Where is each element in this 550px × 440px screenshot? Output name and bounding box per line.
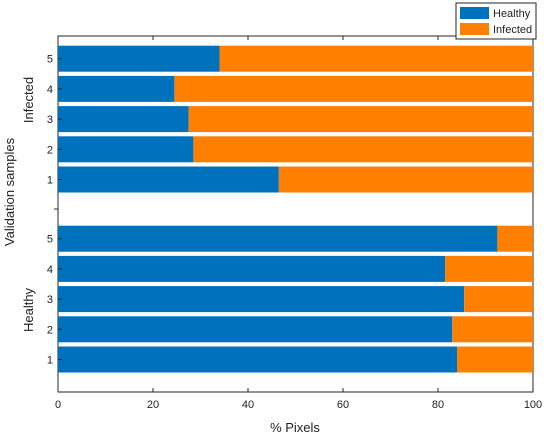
y-tick-label-healthy-1: 1 [47,355,53,367]
x-axis-title: % Pixels [270,420,320,435]
bar-infected-5-infected [219,45,533,72]
bar-infected-4-healthy [58,75,175,102]
bar-healthy-5-healthy [58,225,498,252]
y-tick-label-infected-5: 5 [47,54,53,66]
bar-healthy-1-infected [457,346,533,373]
x-tick-label-100: 100 [524,399,542,411]
bar-healthy-4-healthy [58,255,446,282]
x-tick-label-40: 40 [242,399,254,411]
y-tick-label-infected-1: 1 [47,175,53,187]
y-tick-label-healthy-5: 5 [47,234,53,246]
bar-healthy-2-healthy [58,316,453,343]
bar-healthy-3-infected [464,286,534,313]
bar-healthy-1-healthy [58,346,457,373]
legend-label-infected: Infected [493,24,532,36]
bar-infected-1-healthy [58,166,279,193]
bar-infected-3-healthy [58,106,189,133]
bar-infected-2-healthy [58,136,194,163]
legend-swatch-infected [460,23,489,35]
bars-layer [58,45,534,373]
group-label-healthy: Healthy [21,287,36,332]
y-tick-label-healthy-2: 2 [47,324,53,336]
legend-label-healthy: Healthy [493,8,531,20]
y-tick-label-infected-3: 3 [47,114,53,126]
legend-swatch-healthy [460,7,489,19]
y-tick-label-infected-4: 4 [47,84,53,96]
axis-layer: 1 2 3 4 5 1 2 3 4 5 0 20 40 60 80 100 [47,36,542,411]
x-tick-label-0: 0 [55,399,61,411]
bar-infected-1-infected [278,166,534,193]
bar-infected-5-healthy [58,45,220,72]
x-tick-label-60: 60 [337,399,349,411]
bar-healthy-5-infected [497,225,534,252]
x-tick-label-20: 20 [147,399,159,411]
bar-healthy-2-infected [452,316,533,343]
y-tick-label-infected-2: 2 [47,144,53,156]
y-tick-label-healthy-4: 4 [47,264,53,276]
y-tick-label-healthy-3: 3 [47,294,53,306]
y-axis-title: Validation samples [2,137,17,246]
bar-healthy-4-infected [445,255,534,282]
group-label-infected: Infected [21,77,36,123]
legend: Healthy Infected [455,2,537,40]
bar-healthy-3-healthy [58,286,465,313]
bar-infected-4-infected [174,75,534,102]
x-tick-label-80: 80 [432,399,444,411]
bar-infected-2-infected [193,136,534,163]
bar-infected-3-infected [188,106,534,133]
